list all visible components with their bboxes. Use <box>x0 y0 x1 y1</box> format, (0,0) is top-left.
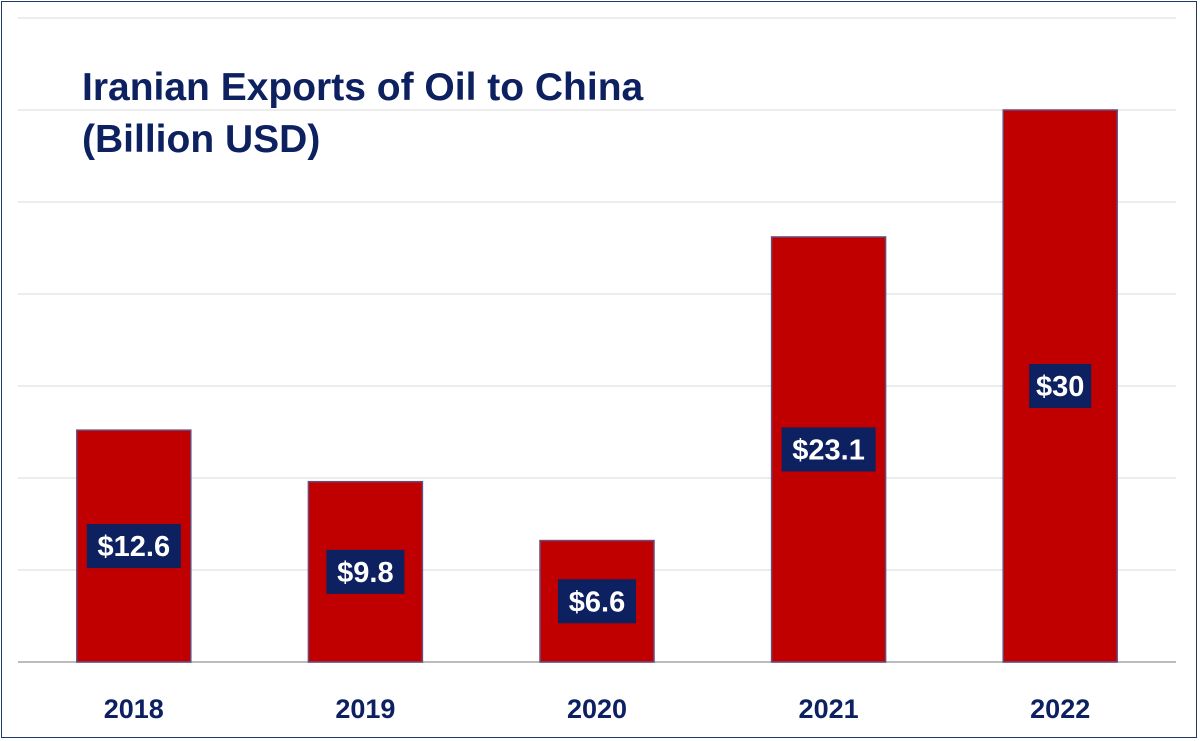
chart-title-line-2: (Billion USD) <box>82 118 321 161</box>
data-label-box <box>86 524 181 569</box>
x-tick-label: 2018 <box>104 694 164 724</box>
chart-title-line-1: Iranian Exports of Oil to China <box>82 66 644 109</box>
data-label-box <box>781 427 876 472</box>
chart-title: Iranian Exports of Oil to China (Billion… <box>82 62 643 166</box>
data-label-box <box>326 549 405 594</box>
x-tick-label: 2022 <box>1030 694 1090 724</box>
gridlines <box>18 17 1176 663</box>
data-label: $23.1 <box>792 434 865 466</box>
data-label-box <box>558 579 636 624</box>
x-tick-label: 2019 <box>335 694 395 724</box>
data-label: $30 <box>1036 371 1084 403</box>
data-label: $6.6 <box>569 586 625 618</box>
data-label: $12.6 <box>98 531 171 563</box>
x-tick-label: 2021 <box>799 694 859 724</box>
data-label-box <box>1029 364 1092 408</box>
x-tick-label: 2020 <box>567 694 627 724</box>
x-tick-labels: 2018 2019 2020 2021 2022 <box>104 694 1090 724</box>
data-labels: $12.6 $9.8 $6.6 $23.1 $30 <box>86 364 1092 624</box>
data-label: $9.8 <box>337 557 393 589</box>
